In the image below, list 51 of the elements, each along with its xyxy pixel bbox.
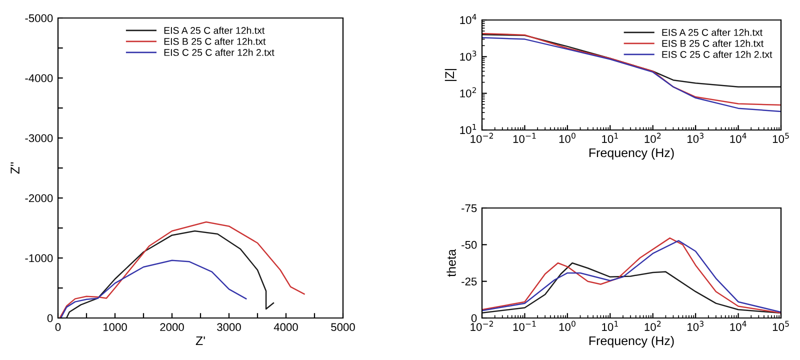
y-tick-label: -50 [462, 240, 477, 249]
y-axis-title: theta [446, 249, 456, 277]
x-tick-label: 10$^{4}$ [730, 320, 746, 331]
y-tick-label: -4000 [25, 74, 53, 82]
line-series [66, 230, 274, 318]
y-tick-label: -25 [462, 278, 477, 286]
x-tick-label: 3000 [217, 323, 241, 332]
y-axis-title: Z'' [10, 162, 20, 174]
y-tick-label: 0 [471, 314, 477, 322]
x-tick-label: 10$^{−2}$ [470, 320, 493, 331]
y-tick-label: -75 [462, 204, 477, 212]
x-tick-label: 10$^{5}$ [772, 320, 789, 331]
x-tick-label: 4000 [274, 323, 298, 332]
x-tick-label: 10$^{2}$ [644, 320, 661, 331]
legend-label: EIS B 25 C after 12h.txt [662, 40, 764, 47]
y-tick-label: -5000 [25, 14, 53, 22]
x-axis-title: Z' [196, 336, 205, 346]
y-tick-label: -3000 [25, 134, 53, 142]
x-tick-label: 0 [55, 323, 61, 332]
y-tick-label: 10$^{1}$ [460, 124, 476, 134]
x-tick-label: 10$^{−1}$ [513, 132, 536, 143]
x-tick-label: 1000 [103, 323, 127, 332]
x-axis-title: Frequency (Hz) [589, 336, 674, 348]
y-tick-label: 0 [47, 314, 53, 322]
legend-label: EIS A 25 C after 12h.txt [662, 28, 762, 36]
legend-label: EIS B 25 C after 12h.txt [164, 38, 266, 45]
y-tick-label: 10$^{2}$ [460, 87, 476, 98]
y-axis-title: |Z| [444, 69, 457, 81]
line-series [60, 260, 247, 318]
x-tick-label: 10$^{1}$ [602, 132, 618, 143]
x-tick-label: 5000 [331, 323, 355, 332]
x-tick-label: 10$^{2}$ [644, 132, 661, 143]
x-tick-label: 10$^{−1}$ [513, 320, 536, 331]
y-tick-label: -1000 [25, 254, 53, 262]
x-tick-label: 10$^{0}$ [559, 320, 576, 331]
x-axis-title: Frequency (Hz) [589, 148, 674, 160]
x-tick-label: 2000 [160, 323, 184, 332]
x-tick-label: 10$^{3}$ [688, 320, 704, 331]
legend-label: EIS C 25 C after 12h 2.txt [164, 48, 274, 56]
x-tick-label: 10$^{5}$ [772, 132, 789, 143]
line-series [59, 221, 305, 318]
x-tick-label: 10$^{0}$ [559, 132, 576, 143]
y-tick-label: -2000 [25, 194, 53, 202]
legend-label: EIS C 25 C after 12h 2.txt [662, 50, 772, 58]
x-tick-label: 10$^{1}$ [602, 320, 618, 331]
y-tick-label: 10$^{3}$ [460, 50, 476, 61]
x-tick-label: 10$^{3}$ [688, 132, 704, 143]
y-tick-label: 10$^{4}$ [460, 14, 476, 24]
legend-label: EIS A 25 C after 12h.txt [164, 26, 265, 34]
x-tick-label: 10$^{4}$ [730, 132, 746, 143]
x-tick-label: 10$^{−2}$ [470, 132, 493, 143]
